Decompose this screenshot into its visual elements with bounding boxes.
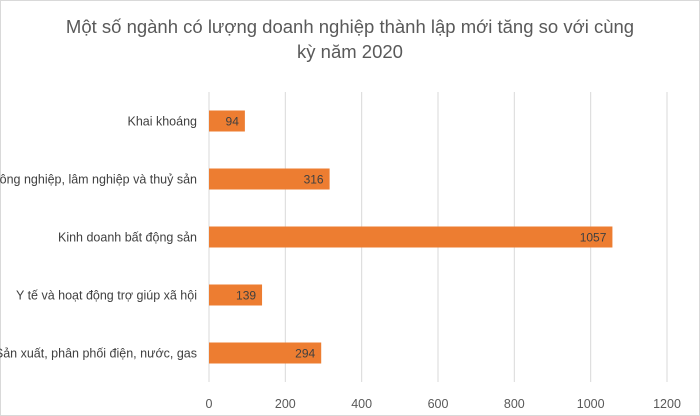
chart-title-line-2: kỳ năm 2020 [297, 41, 403, 62]
bars [209, 110, 613, 364]
category-labels: Khai khoáng Nông nghiệp, lâm nghiệp và th… [0, 115, 197, 361]
chart-title-line-1: Một số ngành có lượng doanh nghiệp thành… [65, 16, 635, 37]
data-label: 94 [226, 115, 240, 129]
bar [209, 110, 245, 132]
data-label: 139 [236, 289, 256, 303]
x-tick-label: 400 [351, 397, 372, 411]
bar [209, 284, 263, 306]
data-label: 316 [304, 173, 324, 187]
data-label: 1057 [580, 231, 607, 245]
category-label: Khai khoáng [127, 115, 197, 129]
data-labels: 94 316 1057 139 294 [226, 115, 607, 361]
x-tick-label: 800 [504, 397, 525, 411]
category-label: Y tế và hoạt động trợ giúp xã hội [16, 289, 197, 303]
category-label: Sản xuất, phân phối điện, nước, gas [0, 347, 197, 361]
x-tick-label: 600 [428, 397, 449, 411]
bar [209, 168, 330, 190]
bar [209, 342, 322, 364]
chart-title: Một số ngành có lượng doanh nghiệp thành… [0, 14, 700, 64]
x-tick-label: 200 [275, 397, 296, 411]
x-tick-label: 1000 [577, 397, 605, 411]
data-label: 294 [295, 347, 315, 361]
x-tick-label: 0 [206, 397, 213, 411]
category-label: Nông nghiệp, lâm nghiệp và thuỷ sản [0, 173, 197, 187]
category-label: Kinh doanh bất động sản [58, 231, 197, 245]
x-axis-tick-labels: 0 200 400 600 800 1000 1200 [206, 397, 681, 411]
x-tick-label: 1200 [653, 397, 681, 411]
bar [209, 226, 613, 248]
